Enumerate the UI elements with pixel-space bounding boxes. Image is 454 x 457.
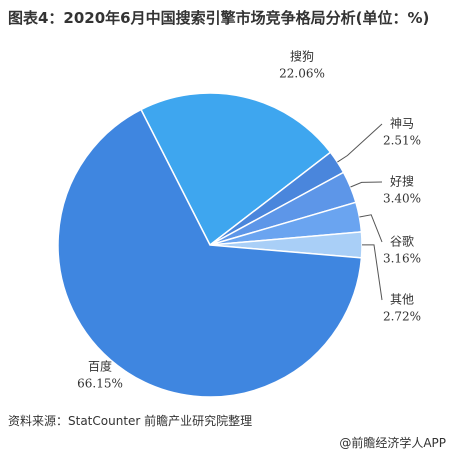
leader-line [337,123,383,163]
slice-label: 百度 [88,359,112,374]
value-label: 3.16% [383,252,421,266]
value-label: 2.72% [383,310,421,324]
slice-label: 谷歌 [390,234,414,249]
chart-title: 图表4：2020年6月中国搜索引擎市场竞争格局分析(单位：%) [8,9,430,27]
leader-line [350,181,383,188]
slice-label: 神马 [390,117,414,131]
leader-line [361,244,383,301]
source: 资料来源：StatCounter 前瞻产业研究院整理 [8,414,253,428]
pie-slice [57,108,363,398]
leader-line [359,214,383,243]
value-label: 66.15% [77,377,123,391]
value-label: 2.51% [383,134,421,148]
value-label: 3.40% [383,192,421,206]
slice-label: 搜狗 [290,49,314,64]
value-label: 22.06% [279,67,325,81]
brand: @前瞻经济学人APP [339,436,446,450]
slice-label: 其他 [390,293,414,307]
pie-slice [139,92,332,247]
slice-label: 好搜 [390,174,414,189]
